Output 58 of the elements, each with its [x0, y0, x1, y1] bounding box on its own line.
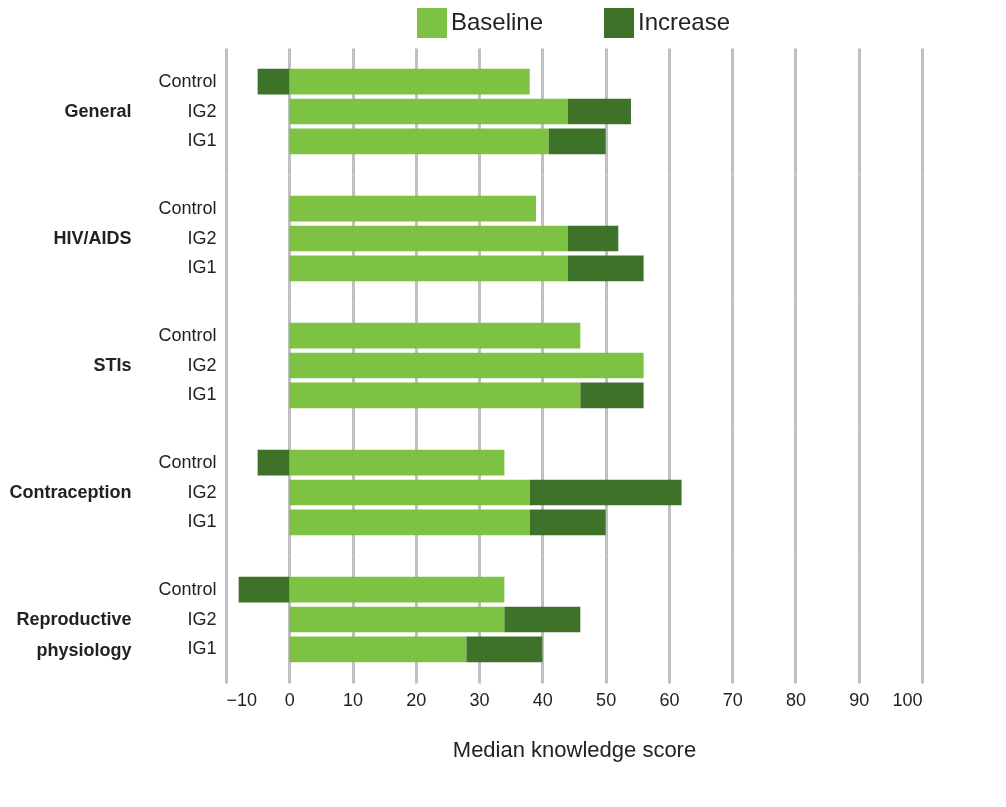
y-tick-label: Control [158, 578, 217, 599]
y-tick-label: IG2 [187, 227, 217, 248]
bar [289, 225, 568, 252]
bar [289, 128, 549, 155]
y-axis-title: General [64, 100, 132, 121]
y-tick-label: IG1 [187, 257, 217, 278]
bar [289, 606, 505, 633]
bar [548, 128, 606, 155]
y-axis-title: STIs [93, 354, 132, 375]
x-tick-label: 100 [892, 689, 923, 710]
x-tick-label: 40 [532, 689, 553, 710]
bar [567, 225, 619, 252]
bar [504, 606, 581, 633]
bar [289, 479, 530, 506]
y-tick-label: Control [158, 324, 217, 345]
y-axis-title: Contraception [9, 481, 132, 502]
y-tick-label: IG2 [187, 608, 217, 629]
y-axis-title: HIV/AIDS [53, 227, 132, 248]
bar [289, 576, 505, 603]
x-tick-label: 90 [849, 689, 870, 710]
y-tick-label: IG1 [187, 384, 217, 405]
bar [238, 576, 290, 603]
x-tick-label: 30 [469, 689, 490, 710]
x-tick-label: −10 [226, 689, 258, 710]
x-tick-label: 70 [722, 689, 743, 710]
y-tick-label: Control [158, 197, 217, 218]
y-tick-label: IG1 [187, 511, 217, 532]
bar [529, 509, 606, 536]
bar [289, 98, 568, 125]
legend-label: Baseline [451, 8, 544, 35]
bar [257, 449, 290, 476]
bar [289, 255, 568, 282]
bar [289, 509, 530, 536]
x-axis-title: Median knowledge score [452, 736, 697, 762]
y-tick-label: IG1 [187, 638, 217, 659]
bar [289, 449, 505, 476]
y-tick-label: Control [158, 70, 217, 91]
x-tick-label: 60 [659, 689, 680, 710]
legend-label: Increase [638, 8, 731, 35]
x-tick-label: 20 [406, 689, 427, 710]
bar [289, 636, 467, 663]
y-tick-label: IG1 [187, 130, 217, 151]
bar [289, 68, 530, 95]
bar [257, 68, 290, 95]
bar [567, 255, 644, 282]
y-axis-title: Reproductive physiology [16, 608, 132, 660]
y-tick-label: IG2 [187, 354, 217, 375]
bar [529, 479, 682, 506]
bar [567, 98, 631, 125]
y-tick-label: IG2 [187, 100, 217, 121]
bar [289, 195, 537, 222]
x-tick-label: 0 [284, 689, 295, 710]
x-tick-label: 10 [343, 689, 364, 710]
y-tick-label: Control [158, 451, 217, 472]
x-tick-label: 50 [596, 689, 617, 710]
bar [466, 636, 543, 663]
y-tick-label: IG2 [187, 481, 217, 502]
x-tick-label: 80 [785, 689, 806, 710]
